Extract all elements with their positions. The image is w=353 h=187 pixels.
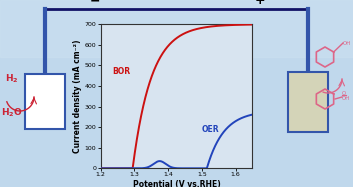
Text: OH: OH [343, 41, 351, 45]
Text: $\mathbf{H_2O}$: $\mathbf{H_2O}$ [1, 107, 23, 119]
Text: BOR: BOR [112, 67, 131, 76]
Text: OH: OH [342, 96, 351, 101]
Y-axis label: Current density (mA cm⁻²): Current density (mA cm⁻²) [73, 40, 82, 153]
Bar [25, 74, 65, 129]
X-axis label: Potential (V vs.RHE): Potential (V vs.RHE) [133, 180, 220, 187]
Text: $\mathbf{H_2}$: $\mathbf{H_2}$ [5, 73, 19, 85]
Text: +: + [255, 0, 265, 7]
Text: O: O [342, 91, 346, 96]
Text: OER: OER [202, 125, 220, 134]
Bar [288, 72, 328, 132]
Bar [0, 0, 353, 57]
Text: −: − [90, 0, 100, 7]
